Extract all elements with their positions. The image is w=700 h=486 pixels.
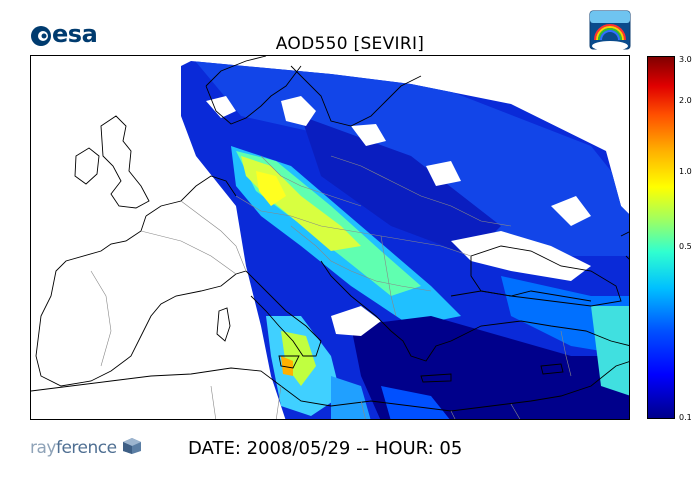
esa-logo: esa — [30, 20, 110, 52]
date-hour-label: DATE: 2008/05/29 -- HOUR: 05 — [188, 438, 463, 459]
map-title: AOD550 [SEVIRI] — [275, 34, 425, 54]
colorbar-tick-min: 0.1 — [679, 413, 692, 422]
esa-wordmark: esa — [52, 20, 98, 48]
rayference-wordmark: rayference — [30, 438, 117, 458]
colorbar — [647, 56, 675, 419]
aod-map — [31, 56, 629, 419]
colorbar-tick-max: 3.0 — [679, 55, 692, 64]
country-borders — [90, 155, 572, 419]
colorbar-tick: 1.0 — [679, 167, 692, 176]
cube-icon — [122, 438, 141, 454]
map-panel — [30, 55, 630, 420]
coastlines — [31, 56, 629, 412]
esa-mark-icon — [31, 26, 51, 46]
rayference-logo: rayference — [30, 437, 142, 458]
colorbar-tick: 2.0 — [679, 96, 692, 105]
colorbar-tick: 0.5 — [679, 242, 692, 251]
rainbow-globe-icon — [589, 10, 631, 51]
